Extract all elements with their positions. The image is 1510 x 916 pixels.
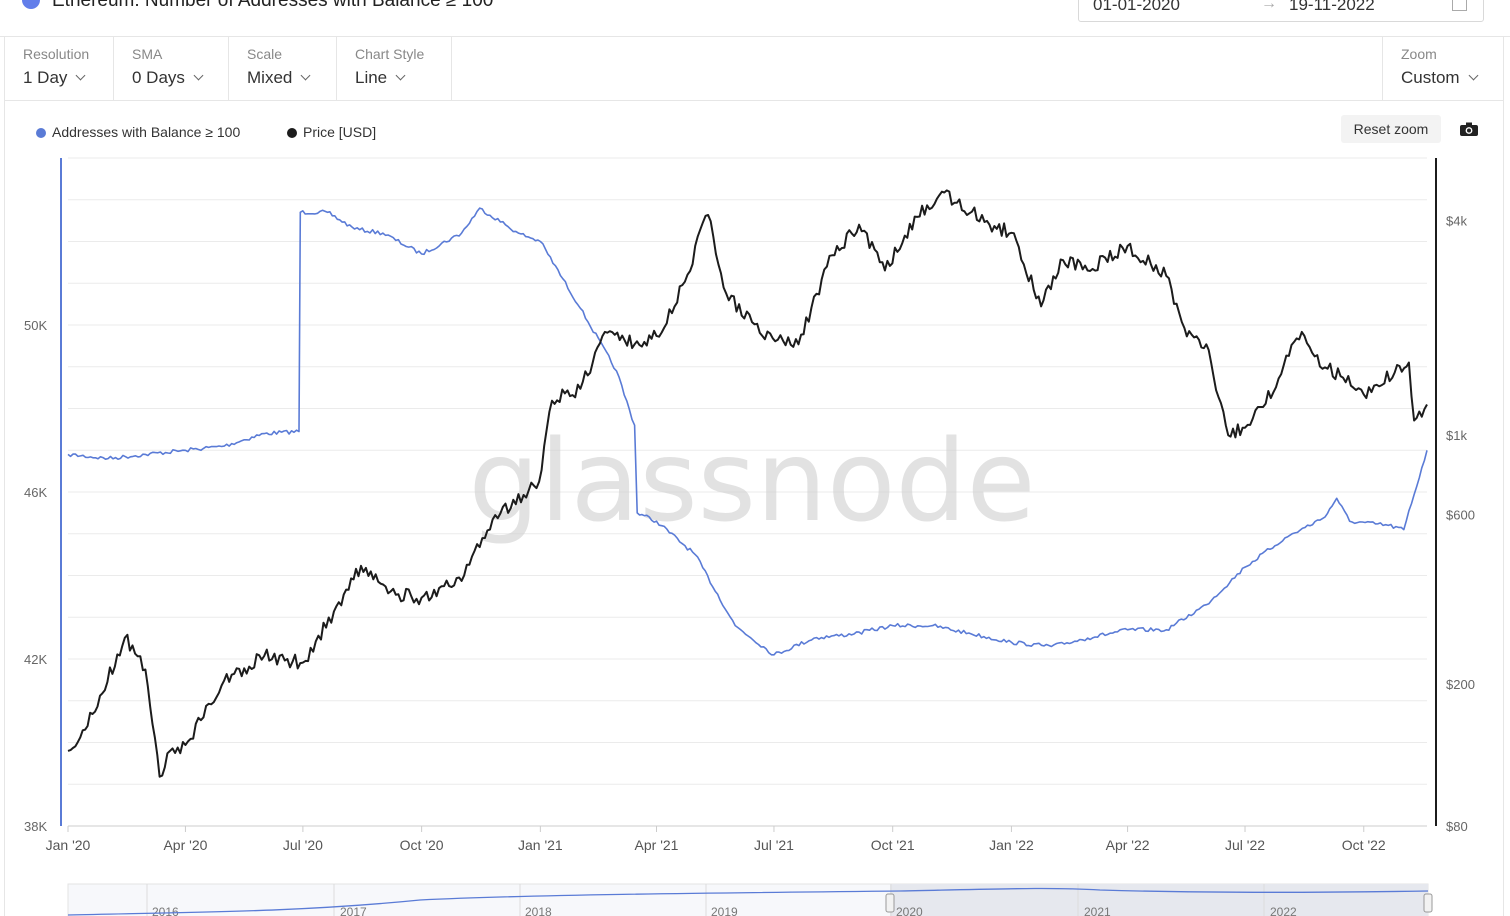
calendar-icon[interactable]	[1452, 0, 1467, 11]
x-tick-label: Oct '21	[871, 837, 915, 853]
legend-item-price[interactable]: Price [USD]	[287, 124, 376, 140]
scale-value[interactable]: Mixed	[247, 68, 311, 88]
x-tick-label: Jul '22	[1225, 837, 1265, 853]
x-tick-label: Apr '20	[163, 837, 207, 853]
navigator-year-label: 2020	[896, 905, 923, 916]
navigator-handle-right[interactable]	[1423, 893, 1433, 913]
zoom-dropdown[interactable]: Zoom Custom	[1382, 36, 1503, 100]
ethereum-logo-icon	[22, 0, 40, 9]
y-right-tick-label: $600	[1446, 507, 1475, 522]
x-tick-label: Oct '22	[1342, 837, 1386, 853]
zoom-label: Zoom	[1401, 46, 1437, 62]
zoom-value[interactable]: Custom	[1401, 68, 1479, 88]
navigator-series-line	[67, 887, 1429, 916]
sma-label: SMA	[132, 46, 163, 62]
chart-style-label: Chart Style	[355, 46, 425, 62]
navigator-year-label: 2018	[525, 905, 552, 916]
y-right-tick-label: $1k	[1446, 428, 1467, 443]
page-title: Ethereum: Number of Addresses with Balan…	[52, 0, 494, 11]
y-left-tick-label: 50K	[24, 318, 47, 333]
y-left-tick-label: 38K	[24, 819, 47, 834]
y-left-tick-label: 46K	[24, 485, 47, 500]
chart-style-dropdown[interactable]: Chart Style Line	[337, 36, 452, 100]
navigator-year-label: 2017	[340, 905, 367, 916]
resolution-value[interactable]: 1 Day	[23, 68, 86, 88]
x-tick-label: Jan '22	[989, 837, 1034, 853]
navigator-year-label: 2016	[152, 905, 179, 916]
navigator-year-label: 2019	[711, 905, 738, 916]
chart-toolbar: Resolution 1 Day SMA 0 Days Scale Mixed …	[4, 36, 1504, 101]
scale-label: Scale	[247, 46, 283, 62]
sma-value[interactable]: 0 Days	[132, 68, 204, 88]
x-tick-label: Jul '20	[283, 837, 323, 853]
chart-panel	[4, 101, 1504, 916]
y-left-tick-label: 42K	[24, 652, 47, 667]
navigator-year-label: 2022	[1270, 905, 1297, 916]
resolution-dropdown[interactable]: Resolution 1 Day	[5, 36, 114, 100]
navigator[interactable]: 2016 2017 2018 2019 2020 2021 2022	[67, 883, 1433, 916]
watermark: glassnode	[468, 417, 1035, 547]
x-tick-label: Apr '22	[1106, 837, 1150, 853]
date-to-input[interactable]: 19-11-2022	[1289, 0, 1375, 14]
navigator-year-label: 2021	[1084, 905, 1111, 916]
x-tick-label: Apr '21	[635, 837, 679, 853]
sma-dropdown[interactable]: SMA 0 Days	[114, 36, 229, 100]
navigator-selection	[890, 884, 1428, 916]
x-tick-label: Oct '20	[400, 837, 444, 853]
date-from-input[interactable]: 01-01-2020	[1093, 0, 1180, 14]
y-right-tick-label: $80	[1446, 819, 1468, 834]
camera-icon[interactable]	[1459, 121, 1479, 137]
y-right-tick-label: $200	[1446, 677, 1475, 692]
legend-dot-icon	[287, 128, 297, 138]
series-line-price	[67, 189, 1428, 778]
legend-item-addresses[interactable]: Addresses with Balance ≥ 100	[36, 124, 240, 140]
scale-dropdown[interactable]: Scale Mixed	[229, 36, 337, 100]
y-right-tick-label: $4k	[1446, 214, 1467, 229]
page-header: Ethereum: Number of Addresses with Balan…	[0, 0, 1510, 37]
reset-zoom-button[interactable]: Reset zoom	[1341, 115, 1441, 143]
legend-dot-icon	[36, 128, 46, 138]
x-tick-label: Jan '21	[518, 837, 563, 853]
chart-style-value[interactable]: Line	[355, 68, 406, 88]
date-range-arrow-icon: →	[1261, 0, 1277, 12]
x-tick-label: Jan '20	[46, 837, 91, 853]
navigator-handle-left[interactable]	[885, 893, 895, 913]
date-range-picker[interactable]: 01-01-2020 → 19-11-2022	[1078, 0, 1484, 22]
resolution-label: Resolution	[23, 46, 90, 62]
x-tick-label: Jul '21	[754, 837, 794, 853]
series-line-addresses	[67, 207, 1428, 656]
